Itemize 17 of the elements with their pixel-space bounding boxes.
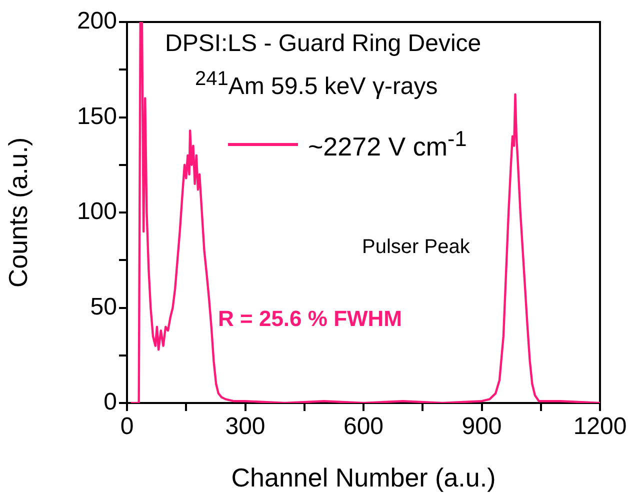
x-axis-title: Channel Number (a.u.) — [231, 462, 496, 493]
annotation: DPSI:LS - Guard Ring Device — [165, 30, 482, 58]
y-tick-label: 100 — [76, 198, 117, 226]
y-axis-title: Counts (a.u.) — [2, 137, 33, 288]
x-tick-label: 600 — [343, 413, 384, 440]
y-tick-label: 200 — [76, 8, 117, 35]
legend-label: ~2272 V cm$^{-1}$ — [308, 126, 467, 163]
annotation: R = 25.6 % FWHM — [218, 306, 402, 332]
annotation: $^{241}$Am 59.5 keV γ-rays — [195, 68, 438, 101]
x-tick-label: 1200 — [573, 413, 627, 440]
y-tick-label: 150 — [76, 102, 117, 130]
annotation: Pulser Peak — [362, 236, 470, 259]
y-tick-label: 50 — [90, 293, 117, 320]
x-tick-label: 300 — [225, 413, 266, 440]
x-tick-label: 0 — [120, 413, 134, 440]
x-tick-label: 900 — [462, 413, 502, 440]
y-tick-label: 0 — [104, 388, 117, 416]
